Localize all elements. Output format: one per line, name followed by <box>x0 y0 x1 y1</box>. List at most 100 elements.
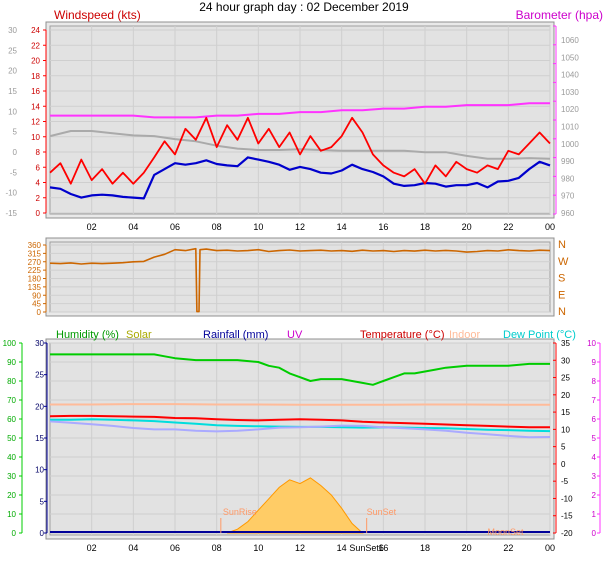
temp-tick: -15 <box>561 512 573 521</box>
rain-tick: 30 <box>35 339 44 348</box>
x-tick-label: 04 <box>128 222 138 232</box>
sunrise-label: SunRise <box>223 507 257 517</box>
wind-inner-tick: 16 <box>31 87 40 96</box>
series-solar <box>226 477 364 534</box>
x-tick-label: 16 <box>378 543 388 553</box>
direction-tick: 0 <box>37 308 42 317</box>
uv-tick: 9 <box>592 358 597 367</box>
temp-tick: 5 <box>561 443 566 452</box>
moonset-label: MoonSet <box>488 527 525 537</box>
wind-inner-tick: 14 <box>31 102 40 111</box>
humidity-tick: 50 <box>7 434 16 443</box>
wind-outer-tick: -15 <box>5 209 17 218</box>
compass-label: W <box>558 256 569 268</box>
legend-item: UV <box>287 329 303 341</box>
baro-tick: 1030 <box>561 88 579 97</box>
wind-panel: 02 04 06 08 10 12 14 16 18 20 22 00 302520151050-5-… <box>5 8 603 232</box>
wind-inner-tick: 6 <box>36 163 41 172</box>
series-temp_trace <box>49 130 551 160</box>
series-temperature <box>49 414 550 429</box>
humidity-tick: 10 <box>7 510 16 519</box>
direction-tick: 45 <box>32 300 41 309</box>
wind-left-title: Windspeed (kts) <box>54 8 141 22</box>
wind-outer-tick: 30 <box>8 26 17 35</box>
baro-tick: 1020 <box>561 105 579 114</box>
baro-tick: 1050 <box>561 53 579 62</box>
baro-tick: 960 <box>561 209 575 218</box>
x-tick-label: 06 <box>170 543 180 553</box>
x-tick-label: 02 <box>87 543 97 553</box>
sunset-axis-label: SunSet6 <box>349 543 384 553</box>
legend-item: Temperature (°C) <box>360 329 444 341</box>
wind-inner-tick: 12 <box>31 118 40 127</box>
legend-item: Solar <box>126 329 152 341</box>
x-tick-label: 20 <box>462 543 472 553</box>
uv-tick: 5 <box>592 434 597 443</box>
baro-tick: 980 <box>561 174 575 183</box>
x-tick-label: 08 <box>212 222 222 232</box>
rain-tick: 0 <box>40 529 45 538</box>
direction-tick: 225 <box>28 266 42 275</box>
x-tick-label: 10 <box>253 222 263 232</box>
baro-tick: 1060 <box>561 36 579 45</box>
rain-tick: 5 <box>40 497 45 506</box>
x-tick-label: 12 <box>295 543 305 553</box>
uv-tick: 2 <box>592 491 597 500</box>
wind-inner-tick: 2 <box>36 194 41 203</box>
uv-tick: 10 <box>587 339 596 348</box>
humidity-tick: 30 <box>7 472 16 481</box>
baro-tick: 1010 <box>561 123 579 132</box>
wind-inner-tick: 0 <box>36 209 41 218</box>
direction-tick: 90 <box>32 291 41 300</box>
legend-item: Humidity (%) <box>56 329 119 341</box>
wind-inner-tick: 18 <box>31 72 40 81</box>
temp-tick: 30 <box>561 356 570 365</box>
rain-tick: 10 <box>35 466 44 475</box>
sunset-label: SunSet <box>367 507 397 517</box>
x-tick-label: 06 <box>170 222 180 232</box>
temp-tick: -5 <box>561 477 569 486</box>
page-title: 24 hour graph day : 02 December 2019 <box>199 0 409 14</box>
humidity-tick: 60 <box>7 415 16 424</box>
uv-tick: 1 <box>592 510 597 519</box>
uv-tick: 4 <box>592 453 597 462</box>
baro-tick: 990 <box>561 157 575 166</box>
series-humidity <box>50 353 550 386</box>
temp-tick: 35 <box>561 339 570 348</box>
wind-right-title: Barometer (hpa) <box>516 8 603 22</box>
compass-label: N <box>558 306 566 318</box>
baro-tick: 970 <box>561 192 575 201</box>
uv-tick: 6 <box>592 415 597 424</box>
wind-outer-tick: 25 <box>8 46 17 55</box>
uv-tick: 7 <box>592 396 597 405</box>
wind-inner-tick: 20 <box>31 57 40 66</box>
temp-tick: 25 <box>561 374 570 383</box>
x-tick-label: 14 <box>337 543 347 553</box>
temp-tick: 20 <box>561 391 570 400</box>
x-tick-label: 02 <box>87 222 97 232</box>
series-indoor <box>50 403 550 406</box>
rain-tick: 15 <box>35 434 44 443</box>
wind-outer-tick: 20 <box>8 67 17 76</box>
temp-tick: 0 <box>561 460 566 469</box>
humidity-tick: 80 <box>7 377 16 386</box>
wind-inner-tick: 4 <box>36 179 41 188</box>
direction-tick: 270 <box>28 258 42 267</box>
legend-item: Dew Point (°C) <box>503 329 576 341</box>
series-direction <box>49 247 551 313</box>
baro-tick: 1040 <box>561 71 579 80</box>
wind-inner-tick: 24 <box>31 26 40 35</box>
compass-label: S <box>558 273 565 285</box>
wind-outer-tick: -5 <box>10 168 18 177</box>
temperature-panel: 02 04 06 08 10 12 14 16 18 20 22 00 100908070605040… <box>3 329 601 553</box>
direction-tick: 360 <box>28 241 42 250</box>
x-tick-label: 04 <box>128 543 138 553</box>
uv-tick: 8 <box>592 377 597 386</box>
direction-tick: 315 <box>28 249 42 258</box>
wind-outer-tick: 0 <box>13 148 18 157</box>
humidity-tick: 70 <box>7 396 16 405</box>
wind-inner-tick: 10 <box>31 133 40 142</box>
rain-tick: 20 <box>35 402 44 411</box>
humidity-tick: 90 <box>7 358 16 367</box>
